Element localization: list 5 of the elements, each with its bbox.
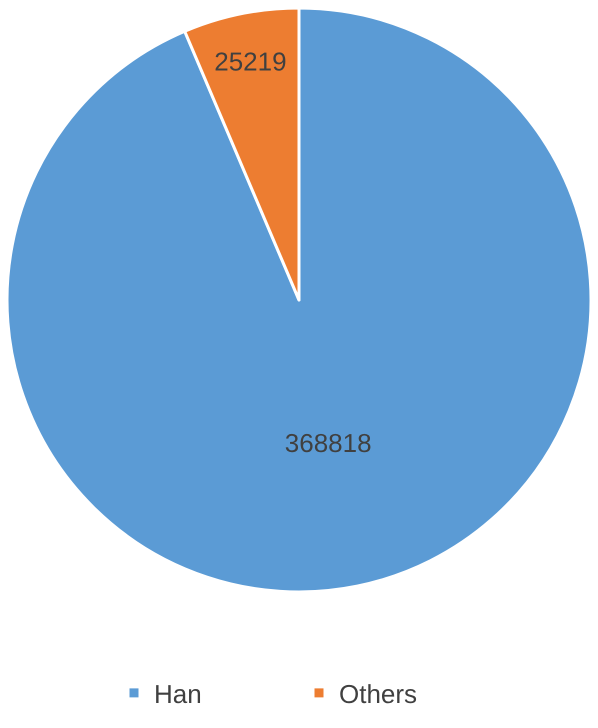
data-label: 25219	[214, 46, 287, 77]
data-label: 368818	[284, 428, 372, 458]
legend-label: Others	[339, 679, 418, 710]
pie-slice	[6, 6, 592, 594]
legend-label: Han	[154, 679, 202, 710]
